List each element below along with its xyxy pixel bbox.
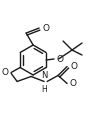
Text: O: O bbox=[70, 79, 77, 88]
Text: O: O bbox=[43, 24, 50, 33]
Text: H: H bbox=[41, 85, 47, 94]
Text: O: O bbox=[2, 68, 9, 77]
Text: O: O bbox=[56, 55, 63, 64]
Text: O: O bbox=[70, 62, 77, 71]
Text: N: N bbox=[41, 71, 47, 80]
